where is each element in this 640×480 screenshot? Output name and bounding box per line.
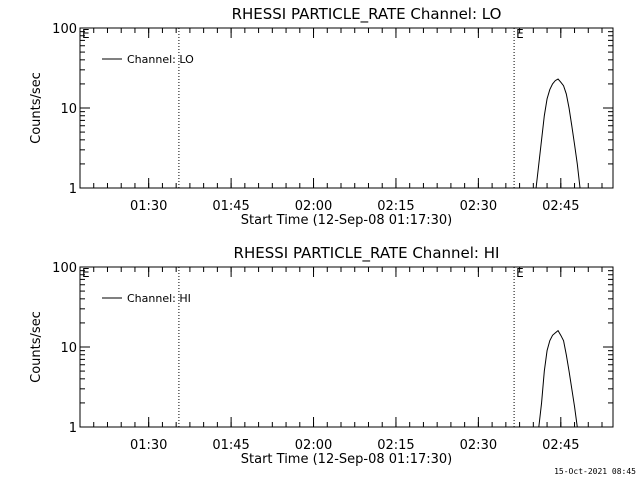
event-marker-label: E <box>516 27 524 41</box>
series-line <box>535 78 581 189</box>
y-tick-label: 10 <box>60 341 77 356</box>
x-axis-label: Start Time (12-Sep-08 01:17:30) <box>241 452 452 467</box>
chart-title: RHESSI PARTICLE_RATE Channel: LO <box>232 5 502 24</box>
corner-label: E <box>82 27 90 41</box>
chart-panel-lo: RHESSI PARTICLE_RATE Channel: LO 1 10 100 Co… <box>29 5 614 228</box>
y-tick-label: 100 <box>52 22 77 37</box>
x-tick-label: 02:45 <box>542 438 579 453</box>
x-tick-label: 02:00 <box>295 438 332 453</box>
plot-frame <box>79 27 614 189</box>
y-tick-label: 1 <box>69 421 77 436</box>
plot-frame <box>79 266 614 428</box>
chart-panel-hi: RHESSI PARTICLE_RATE Channel: HI 1 10 100 Co… <box>29 244 614 467</box>
x-tick-label: 02:00 <box>295 199 332 214</box>
series-line <box>538 329 578 428</box>
x-tick-label: 01:45 <box>212 199 249 214</box>
x-tick-label: 01:30 <box>130 199 167 214</box>
y-axis-label: Counts/sec <box>29 311 44 383</box>
legend-label: Channel: HI <box>127 292 191 305</box>
x-axis-label: Start Time (12-Sep-08 01:17:30) <box>241 213 452 228</box>
x-tick-label: 01:30 <box>130 438 167 453</box>
x-tick-label: 02:15 <box>377 438 414 453</box>
x-tick-label: 02:30 <box>460 199 497 214</box>
x-tick-label: 02:45 <box>542 199 579 214</box>
footer-timestamp: 15-Oct-2021 08:45 <box>554 467 636 476</box>
y-tick-label: 100 <box>52 261 77 276</box>
y-tick-label: 10 <box>60 102 77 117</box>
corner-label: E <box>82 266 90 280</box>
x-tick-label: 02:15 <box>377 199 414 214</box>
y-tick-label: 1 <box>69 182 77 197</box>
legend-label: Channel: LO <box>127 53 194 66</box>
event-marker-label: E <box>516 266 524 280</box>
x-tick-label: 01:45 <box>212 438 249 453</box>
y-axis-label: Counts/sec <box>29 72 44 144</box>
x-tick-label: 02:30 <box>460 438 497 453</box>
chart-title: RHESSI PARTICLE_RATE Channel: HI <box>234 244 500 263</box>
